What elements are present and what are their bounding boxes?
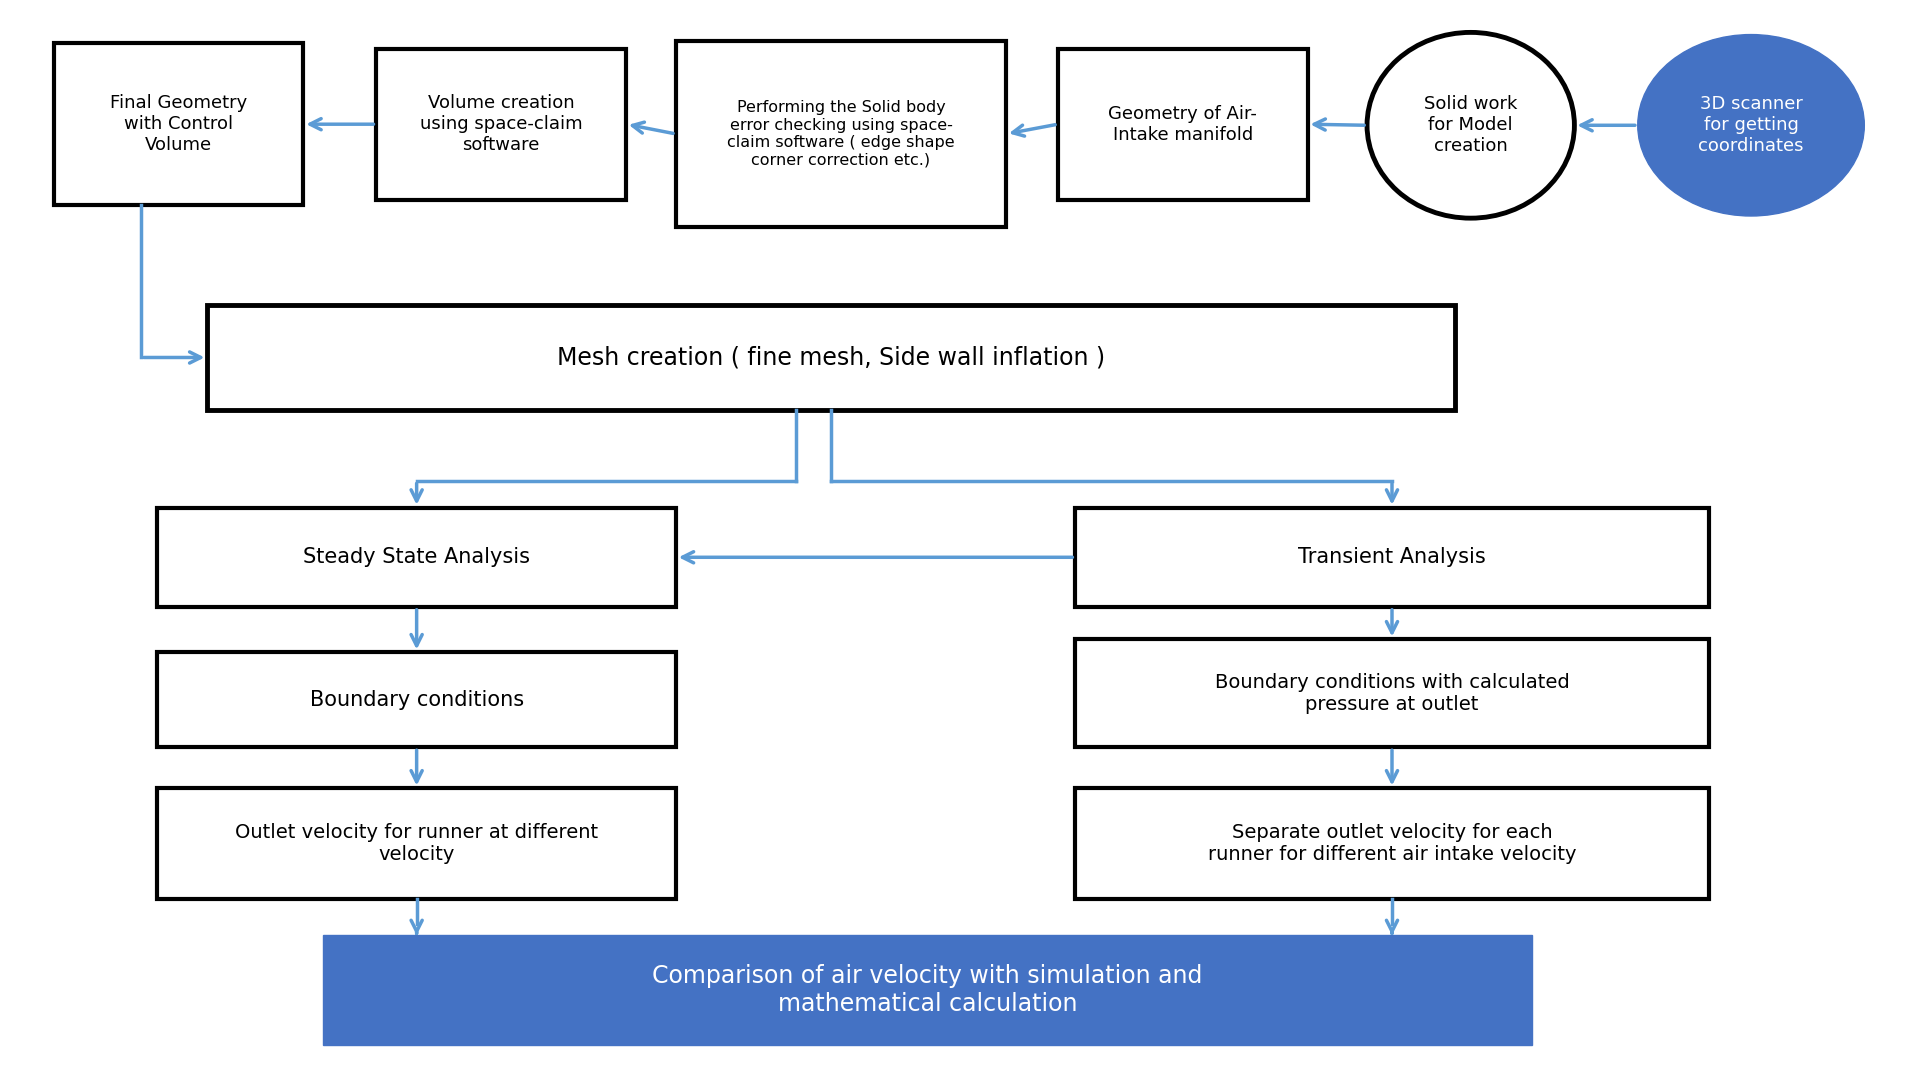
FancyBboxPatch shape bbox=[323, 935, 1532, 1045]
Text: Transient Analysis: Transient Analysis bbox=[1298, 548, 1486, 567]
FancyBboxPatch shape bbox=[1075, 788, 1709, 899]
Text: Volume creation
using space-claim
software: Volume creation using space-claim softwa… bbox=[420, 94, 582, 154]
Text: Geometry of Air-
Intake manifold: Geometry of Air- Intake manifold bbox=[1108, 105, 1258, 144]
Ellipse shape bbox=[1638, 35, 1864, 216]
Text: Comparison of air velocity with simulation and
mathematical calculation: Comparison of air velocity with simulati… bbox=[653, 964, 1202, 1016]
Text: Solid work
for Model
creation: Solid work for Model creation bbox=[1425, 95, 1517, 156]
Text: Steady State Analysis: Steady State Analysis bbox=[303, 548, 530, 567]
FancyBboxPatch shape bbox=[157, 788, 676, 899]
FancyBboxPatch shape bbox=[1058, 49, 1308, 200]
Text: 3D scanner
for getting
coordinates: 3D scanner for getting coordinates bbox=[1699, 95, 1803, 156]
Text: Separate outlet velocity for each
runner for different air intake velocity: Separate outlet velocity for each runner… bbox=[1208, 823, 1576, 864]
FancyBboxPatch shape bbox=[376, 49, 626, 200]
FancyBboxPatch shape bbox=[157, 652, 676, 747]
FancyBboxPatch shape bbox=[54, 43, 303, 205]
Text: Final Geometry
with Control
Volume: Final Geometry with Control Volume bbox=[109, 94, 248, 154]
Text: Boundary conditions with calculated
pressure at outlet: Boundary conditions with calculated pres… bbox=[1215, 673, 1569, 714]
FancyBboxPatch shape bbox=[207, 305, 1455, 410]
FancyBboxPatch shape bbox=[676, 41, 1006, 227]
Ellipse shape bbox=[1367, 32, 1574, 218]
Text: Outlet velocity for runner at different
velocity: Outlet velocity for runner at different … bbox=[234, 823, 599, 864]
Text: Performing the Solid body
error checking using space-
claim software ( edge shap: Performing the Solid body error checking… bbox=[728, 100, 954, 167]
FancyBboxPatch shape bbox=[1075, 508, 1709, 607]
FancyBboxPatch shape bbox=[157, 508, 676, 607]
FancyBboxPatch shape bbox=[1075, 639, 1709, 747]
Text: Boundary conditions: Boundary conditions bbox=[309, 690, 524, 710]
Text: Mesh creation ( fine mesh, Side wall inflation ): Mesh creation ( fine mesh, Side wall inf… bbox=[557, 346, 1106, 369]
